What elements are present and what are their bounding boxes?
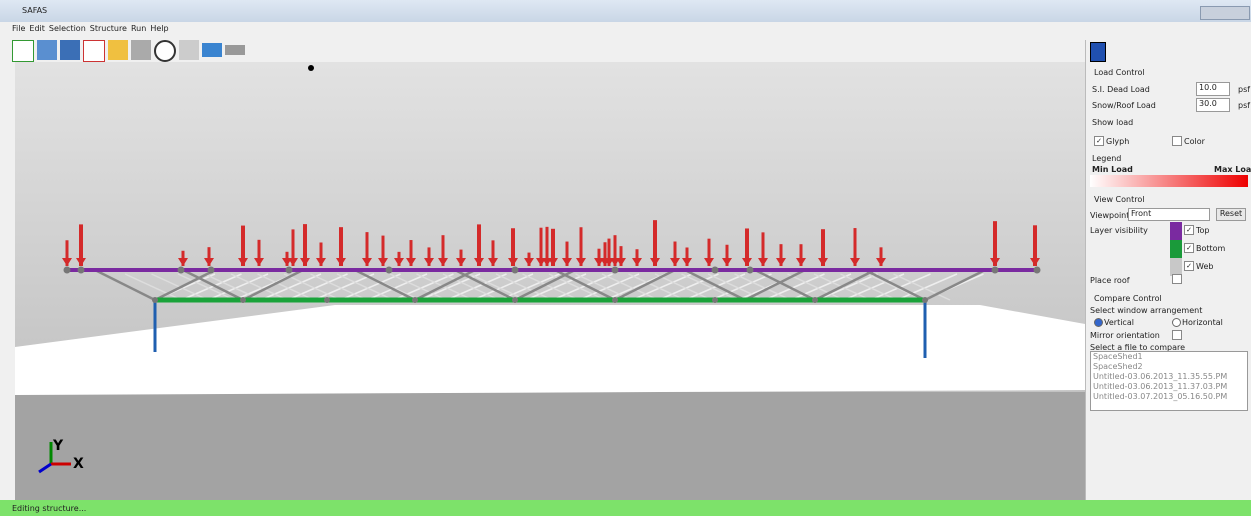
marker	[308, 65, 314, 71]
node	[286, 267, 293, 274]
checkbox[interactable]: ✓	[1094, 136, 1104, 146]
menu-item[interactable]: Structure	[90, 24, 127, 36]
label: Vertical	[1104, 318, 1134, 327]
node	[512, 267, 519, 274]
button[interactable]: Reset	[1216, 208, 1246, 221]
node	[412, 297, 418, 303]
label: Place roof	[1090, 276, 1130, 285]
window-title: SAFAS	[22, 6, 47, 15]
tool-open[interactable]	[37, 40, 57, 60]
viewport[interactable]: Y X	[15, 62, 1085, 500]
node	[78, 267, 85, 274]
label: Color	[1184, 137, 1205, 146]
label: Show load	[1092, 118, 1133, 127]
node	[324, 297, 330, 303]
input[interactable]: 10.0	[1196, 82, 1230, 96]
node	[240, 297, 246, 303]
label: Horizontal	[1182, 318, 1223, 327]
label: Mirror orientation	[1090, 331, 1160, 340]
checkbox[interactable]	[1172, 136, 1182, 146]
checkbox[interactable]: ✓	[1184, 243, 1194, 253]
node	[747, 267, 754, 274]
status-text: Editing structure...	[12, 504, 86, 513]
file-item[interactable]: Untitled-03.06.2013_11.35.55.PM	[1091, 372, 1247, 382]
label: Snow/Roof Load	[1092, 101, 1156, 110]
file-item[interactable]: Untitled-03.06.2013_11.37.03.PM	[1091, 382, 1247, 392]
menu-item[interactable]: Edit	[29, 24, 45, 36]
menu-item[interactable]: Selection	[49, 24, 86, 36]
label: S.I. Dead Load	[1092, 85, 1150, 94]
label: Glyph	[1106, 137, 1129, 146]
menu-item[interactable]: File	[12, 24, 25, 36]
node	[612, 267, 619, 274]
node	[1034, 267, 1041, 274]
node	[208, 267, 215, 274]
axis-label: X	[73, 456, 84, 472]
checkbox[interactable]	[1172, 274, 1182, 284]
tool-close[interactable]	[83, 40, 105, 62]
label: Max Load	[1214, 165, 1251, 174]
label: Select window arrangement	[1090, 306, 1202, 315]
unit: psf	[1238, 101, 1250, 110]
radio[interactable]	[1094, 318, 1103, 327]
node	[712, 297, 718, 303]
tool-undo[interactable]	[108, 40, 128, 60]
dropdown[interactable]: Front	[1128, 208, 1210, 221]
toolbar	[12, 40, 262, 62]
tool-plate[interactable]	[225, 45, 245, 55]
window-buttons[interactable]	[1200, 6, 1250, 20]
checkbox[interactable]: ✓	[1184, 225, 1194, 235]
section-title: View Control	[1094, 195, 1144, 204]
label: Top	[1196, 226, 1210, 235]
section-title: Load Control	[1094, 68, 1145, 77]
file-item[interactable]: SpaceShed1	[1091, 352, 1247, 362]
status-bar	[0, 500, 1251, 516]
tool-run[interactable]	[154, 40, 176, 62]
node	[64, 267, 71, 274]
tool-beam[interactable]	[202, 43, 222, 57]
layer-color	[1170, 222, 1182, 240]
radio[interactable]	[1172, 318, 1181, 327]
node	[152, 297, 158, 303]
node	[812, 297, 818, 303]
title-bar	[0, 0, 1251, 22]
label: Layer visibility	[1090, 226, 1148, 235]
checkbox[interactable]	[1172, 330, 1182, 340]
file-item[interactable]: SpaceShed2	[1091, 362, 1247, 372]
label: Min Load	[1092, 165, 1133, 174]
tool-balance[interactable]	[179, 40, 199, 60]
ground	[15, 392, 1085, 500]
node	[612, 297, 618, 303]
input[interactable]: 30.0	[1196, 98, 1230, 112]
file-item[interactable]: Untitled-03.07.2013_05.16.50.PM	[1091, 392, 1247, 402]
menu-item[interactable]: Run	[131, 24, 146, 36]
label: Bottom	[1196, 244, 1225, 253]
node	[386, 267, 393, 274]
axis-label: Y	[52, 438, 64, 454]
node	[712, 267, 719, 274]
menu-bar: File Edit Selection Structure Run Help	[0, 24, 169, 36]
unit: psf	[1238, 85, 1250, 94]
node	[922, 297, 928, 303]
tool-redo[interactable]	[131, 40, 151, 60]
label: Legend	[1092, 154, 1121, 163]
help-button[interactable]	[1090, 42, 1106, 62]
legend-gradient	[1090, 175, 1248, 187]
app: SAFAS FileEditSelectionStructureRunHelp …	[0, 0, 1251, 516]
label: Web	[1196, 262, 1213, 271]
node	[512, 297, 518, 303]
tool-new[interactable]	[12, 40, 34, 62]
tool-save[interactable]	[60, 40, 80, 60]
menu-item[interactable]: Help	[150, 24, 168, 36]
checkbox[interactable]: ✓	[1184, 261, 1194, 271]
side-panel: Load Control S.I. Dead Load 10.0 psf Sno…	[1085, 40, 1251, 500]
node	[992, 267, 999, 274]
node	[178, 267, 185, 274]
section-title: Compare Control	[1094, 294, 1162, 303]
layer-color	[1170, 240, 1182, 258]
